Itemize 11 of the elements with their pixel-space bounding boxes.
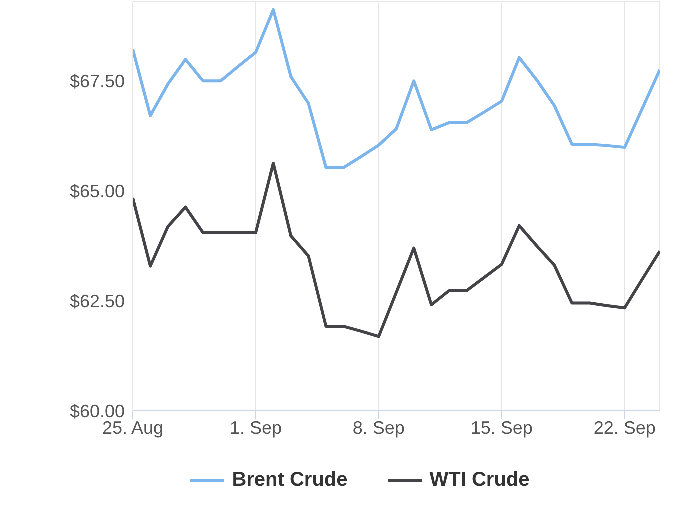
x-tick-label: 15. Sep [470, 418, 533, 438]
x-tick-label: 22. Sep [594, 418, 656, 438]
legend-label: WTI Crude [428, 469, 530, 492]
y-tick-label: $62.50 [70, 291, 125, 312]
line-series [133, 8, 660, 170]
x-tick-label: 8. Sep [352, 418, 405, 438]
y-tick-label: $65.00 [70, 182, 125, 202]
line-series [133, 162, 660, 338]
legend-label: Brent Crude [231, 469, 348, 492]
x-tick-label: 1. Sep [230, 418, 282, 438]
y-tick-label: $67.50 [70, 72, 125, 92]
